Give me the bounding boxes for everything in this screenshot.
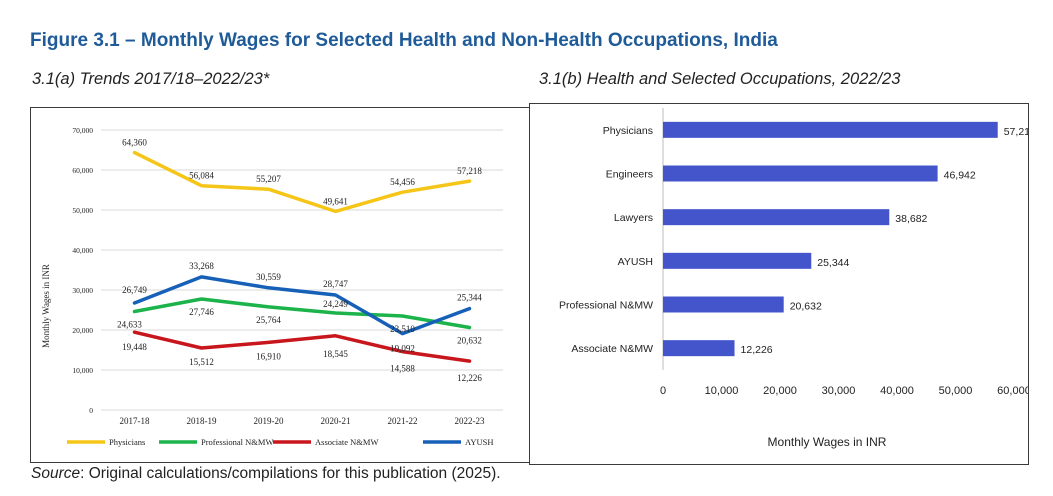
data-label: 18,545 <box>323 349 348 359</box>
data-label: 16,910 <box>256 351 281 361</box>
series-line-associate-n-mw <box>132 330 472 363</box>
data-label: 23,510 <box>390 324 415 334</box>
source-text: : Original calculations/compilations for… <box>80 465 501 482</box>
y-tick-label: 50,000 <box>72 206 93 215</box>
x-tick-label: 2022-23 <box>455 416 485 426</box>
data-label: 20,632 <box>790 301 822 313</box>
bar <box>663 209 890 226</box>
bar <box>663 296 784 313</box>
data-label: 20,632 <box>457 335 482 345</box>
legend-label: Physicians <box>109 437 145 447</box>
data-label: 14,588 <box>390 364 415 374</box>
line-chart-subtitle: 3.1(a) Trends 2017/18–2022/23* <box>32 70 270 88</box>
bar-chart: Physicians 57,218 Engineers 46,942 Lawyers 38… <box>559 108 1036 449</box>
data-label: 64,360 <box>122 138 147 148</box>
category-label: Engineers <box>606 169 653 181</box>
data-label: 56,084 <box>189 171 214 181</box>
category-label: Professional N&MW <box>559 300 653 312</box>
data-label: 12,226 <box>741 344 773 356</box>
source-note: Source: Original calculations/compilatio… <box>31 465 501 483</box>
data-label: 25,344 <box>817 257 849 269</box>
line-chart: 0 10,000 20,000 30,000 40,000 50,000 60,000 70,… <box>41 126 503 447</box>
category-label: Associate N&MW <box>571 343 653 355</box>
category-label: Lawyers <box>614 212 653 224</box>
bar <box>663 165 938 182</box>
series-line-ayush <box>132 275 472 336</box>
data-label: 25,764 <box>256 315 281 325</box>
bar <box>663 121 998 138</box>
x-tick-label: 2020-21 <box>321 416 351 426</box>
data-label: 49,641 <box>323 196 348 206</box>
y-axis-label: Monthly Wages in INR <box>41 264 51 348</box>
data-label: 24,249 <box>323 299 348 309</box>
x-tick-label: 20,000 <box>763 385 797 397</box>
figure-title: Figure 3.1 – Monthly Wages for Selected … <box>30 30 778 51</box>
x-tick-label: 2017-18 <box>120 416 150 426</box>
y-tick-label: 30,000 <box>72 286 93 295</box>
data-label: 54,456 <box>390 177 415 187</box>
x-tick-label: 10,000 <box>705 385 739 397</box>
data-label: 12,226 <box>457 373 482 383</box>
series-line-professional-n-mw <box>132 297 472 330</box>
line-chart-panel: 0 10,000 20,000 30,000 40,000 50,000 60,000 70,… <box>30 107 530 463</box>
legend-label: Professional N&MW <box>201 437 273 447</box>
bar-chart-panel: Physicians 57,218 Engineers 46,942 Lawyers 38… <box>529 103 1036 465</box>
data-label: 15,512 <box>189 357 214 367</box>
data-label: 57,218 <box>457 166 482 176</box>
x-tick-label: 30,000 <box>822 385 856 397</box>
data-label: 55,207 <box>256 174 281 184</box>
bar <box>663 252 812 269</box>
y-tick-label: 0 <box>89 406 93 415</box>
category-label: Physicians <box>603 125 653 137</box>
data-label: 19,448 <box>122 342 147 352</box>
bar <box>663 340 735 357</box>
data-label: 46,942 <box>944 170 976 182</box>
data-label: 26,749 <box>122 285 147 295</box>
x-tick-label: 2018-19 <box>187 416 217 426</box>
x-axis-label: Monthly Wages in INR <box>768 435 887 449</box>
data-label: 33,268 <box>189 261 214 271</box>
data-label: 28,747 <box>323 279 348 289</box>
series-line-physicians <box>132 150 472 214</box>
x-tick-label: 2019-20 <box>254 416 284 426</box>
x-tick-label: 40,000 <box>880 385 914 397</box>
source-label: Source <box>31 465 81 482</box>
data-label: 19,092 <box>390 344 415 354</box>
y-tick-label: 40,000 <box>72 246 93 255</box>
data-label: 27,746 <box>189 307 214 317</box>
legend-label: Associate N&MW <box>315 437 379 447</box>
y-tick-label: 10,000 <box>72 366 93 375</box>
x-tick-label: 60,000 <box>997 385 1028 397</box>
data-label: 38,682 <box>895 213 927 225</box>
data-label: 57,218 <box>1004 126 1028 138</box>
y-tick-label: 20,000 <box>72 326 93 335</box>
x-tick-label: 0 <box>660 385 666 397</box>
x-tick-label: 50,000 <box>939 385 973 397</box>
x-tick-label: 2021-22 <box>388 416 418 426</box>
category-label: AYUSH <box>618 256 653 268</box>
legend-label: AYUSH <box>465 437 494 447</box>
data-label: 30,559 <box>256 272 281 282</box>
data-label: 25,344 <box>457 293 482 303</box>
data-label: 24,633 <box>117 319 142 329</box>
y-tick-label: 60,000 <box>72 166 93 175</box>
y-tick-label: 70,000 <box>72 126 93 135</box>
bar-chart-subtitle: 3.1(b) Health and Selected Occupations, … <box>539 70 901 88</box>
